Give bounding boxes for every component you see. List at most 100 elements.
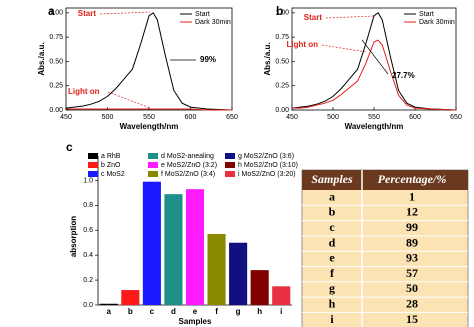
y-tick-label: 0.8: [83, 202, 93, 209]
bar: [142, 181, 161, 305]
legend-swatch: [88, 171, 98, 177]
bar: [272, 286, 291, 305]
legend-label: f MoS2/ZnO (3:4): [161, 171, 215, 178]
x-tick-label: d: [171, 307, 176, 316]
y-tick-label: 0.75: [275, 34, 289, 41]
y-tick-label: 0.6: [83, 227, 93, 234]
legend-label: Dark 30min: [419, 19, 455, 26]
bar: [250, 270, 269, 305]
x-tick-label: 500: [102, 114, 114, 121]
legend-label: a RhB: [101, 153, 121, 160]
annotation-arrow: [361, 39, 389, 75]
series-line: [292, 39, 457, 111]
x-tick-label: 450: [60, 114, 72, 121]
x-tick-label: h: [257, 307, 262, 316]
x-tick-label: a: [107, 307, 112, 316]
table-cell: 93: [406, 251, 418, 265]
annotation: Light on: [68, 87, 100, 96]
y-tick-label: 0.0: [83, 302, 93, 309]
y-axis-label: Abs./a.u.: [37, 42, 46, 75]
table-cell: 99: [406, 220, 418, 234]
table-header: Samples: [311, 172, 353, 186]
annotation-arrow: [107, 91, 151, 109]
annotation: 99%: [200, 55, 216, 64]
x-tick-label: 500: [327, 114, 339, 121]
x-tick-label: b: [128, 307, 133, 316]
table-cell: b: [329, 205, 336, 219]
annotation: Start: [304, 13, 323, 22]
y-tick-label: 0.75: [49, 34, 63, 41]
table-cell: 50: [406, 281, 418, 295]
legend-label: Start: [195, 11, 210, 18]
x-tick-label: 650: [450, 114, 462, 121]
y-tick-label: 0.25: [275, 83, 289, 90]
table-cell: h: [329, 297, 336, 311]
table-cell: d: [329, 235, 336, 249]
table-cell: 57: [406, 266, 418, 280]
legend-label: i MoS2/ZnO (3:20): [238, 171, 296, 178]
y-tick-label: 0.2: [83, 277, 93, 284]
legend-swatch: [225, 162, 235, 168]
legend-label: c MoS2: [101, 171, 125, 178]
x-tick-label: 550: [368, 114, 380, 121]
x-tick-label: 550: [143, 114, 155, 121]
table-header-bg: [302, 170, 468, 190]
y-tick-label: 1.0: [83, 177, 93, 184]
table-cell: 28: [406, 297, 418, 311]
legend-swatch: [148, 153, 158, 159]
series-line: [66, 108, 232, 111]
y-tick-label: 1.00: [275, 10, 289, 17]
y-tick-label: 1.00: [49, 10, 63, 17]
y-axis-label: absorption: [69, 216, 78, 257]
legend-label: h MoS2/ZnO (3:10): [238, 162, 298, 169]
x-tick-label: f: [215, 307, 218, 316]
table-cell: a: [329, 189, 335, 203]
panel-label: a: [48, 4, 55, 18]
x-tick-label: 450: [286, 114, 298, 121]
x-tick-label: i: [280, 307, 282, 316]
legend-swatch: [225, 153, 235, 159]
series-line: [65, 12, 233, 111]
legend-label: d MoS2-anealing: [161, 153, 214, 160]
bar: [164, 194, 183, 305]
x-tick-label: g: [236, 307, 241, 316]
legend-label: Dark 30min: [195, 19, 231, 26]
table-cell: 89: [406, 235, 418, 249]
bar: [121, 290, 140, 305]
legend-swatch: [225, 171, 235, 177]
annotation: Light on: [286, 40, 318, 49]
annotation: Start: [78, 9, 97, 18]
table-header: Percentage/%: [378, 172, 447, 186]
panel-label: b: [276, 4, 283, 18]
y-axis-label: Abs./a.u.: [263, 42, 272, 75]
y-tick-label: 0.25: [49, 83, 63, 90]
legend-swatch: [148, 162, 158, 168]
legend-swatch: [88, 153, 98, 159]
panel-label: c: [66, 140, 73, 154]
table-cell: e: [329, 251, 335, 265]
y-tick-label: 0.00: [275, 107, 289, 114]
bar: [229, 242, 248, 305]
bar: [207, 234, 226, 305]
annotation: 27.7%: [392, 71, 415, 80]
legend-label: b ZnO: [101, 162, 121, 169]
table-cell: 12: [406, 205, 418, 219]
legend-swatch: [148, 171, 158, 177]
y-tick-label: 0.50: [275, 58, 289, 65]
table-cell: c: [329, 220, 335, 234]
legend-label: e MoS2/ZnO (3:2): [161, 162, 217, 169]
y-tick-label: 0.4: [83, 252, 93, 259]
annotation-arrow: [325, 15, 375, 19]
annotation-arrow: [99, 11, 151, 15]
y-tick-label: 0.00: [49, 107, 63, 114]
x-tick-label: 650: [226, 114, 238, 121]
annotation-arrow: [321, 44, 367, 53]
table-cell: i: [330, 312, 334, 326]
legend-label: Start: [419, 11, 434, 18]
table-bg: [301, 169, 469, 327]
table-cell: 15: [406, 312, 418, 326]
bar: [185, 189, 205, 305]
y-tick-label: 0.50: [49, 58, 63, 65]
legend-swatch: [88, 162, 98, 168]
